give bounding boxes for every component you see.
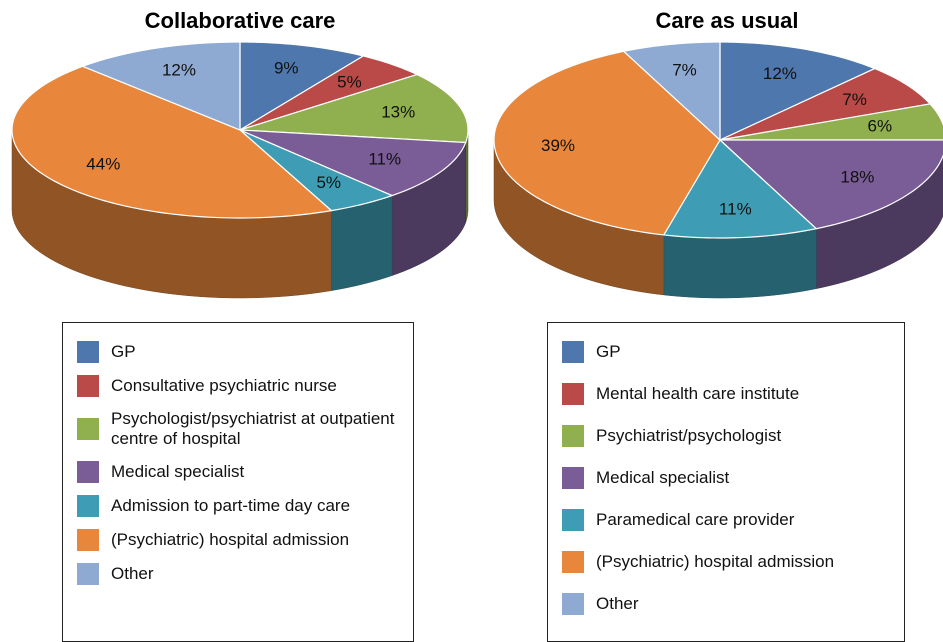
legend-label: Psychiatrist/psychologist — [596, 426, 782, 445]
pie-side — [331, 195, 393, 291]
value-label: 6% — [868, 116, 893, 135]
legend-label: GP — [596, 342, 621, 361]
pie-slice — [11, 65, 333, 219]
legend-item: Admission to part-time day care — [77, 495, 413, 517]
pie-side — [465, 129, 469, 223]
legend-swatch — [562, 425, 584, 447]
pie-slice — [719, 103, 943, 141]
value-label: 5% — [337, 72, 362, 91]
value-label: 18% — [840, 167, 874, 186]
legend-item: (Psychiatric) hospital admission — [77, 529, 413, 551]
pie-slice — [719, 41, 877, 141]
page: Collaborative care 9% 5% 13% 11% 5% 44% 12% Care… — [11, 7, 943, 642]
pie-slice — [239, 73, 469, 144]
value-label: 11% — [719, 200, 752, 219]
pie-slice — [239, 129, 467, 197]
legend-swatch — [562, 383, 584, 405]
value-label: 7% — [672, 61, 697, 80]
legend-label: Other — [596, 594, 639, 613]
pie-slice — [239, 41, 365, 132]
legend-swatch — [562, 551, 584, 573]
pie-side — [663, 228, 817, 299]
legend-swatch — [77, 563, 99, 585]
legend-label: Mental health care institute — [596, 384, 800, 403]
legend-item: GP — [562, 341, 904, 363]
pie-slice — [493, 50, 721, 236]
legend-swatch — [562, 467, 584, 489]
legend-swatch — [77, 418, 99, 440]
pie-slice — [622, 41, 721, 142]
legend-swatch — [77, 495, 99, 517]
legend-item: Mental health care institute — [562, 383, 904, 405]
legend-swatch — [77, 529, 99, 551]
legend-label: Medical specialist — [111, 462, 245, 481]
legend-item: (Psychiatric) hospital admission — [562, 551, 904, 573]
pie-slice — [239, 129, 394, 212]
legend-item: GP — [77, 341, 413, 363]
legend-label: Consultative psychiatric nurse — [111, 376, 337, 395]
legend-label: (Psychiatric) hospital admission — [111, 530, 350, 549]
legend-item: Medical specialist — [562, 467, 904, 489]
value-label: 5% — [316, 173, 341, 192]
legend-swatch — [562, 509, 584, 531]
value-label: 44% — [86, 155, 120, 174]
legend-swatch — [77, 375, 99, 397]
value-label: 39% — [541, 136, 575, 155]
legend-item: Other — [562, 593, 904, 615]
legend-label: GP — [111, 342, 136, 361]
legend-swatch — [77, 341, 99, 363]
legend: GP Mental health care institute Psychiatri… — [547, 322, 905, 642]
legend-item: Psychologist/psychiatrist at outpatient … — [77, 409, 413, 449]
value-label: 12% — [763, 64, 797, 83]
chart-title: Care as usual — [655, 8, 798, 33]
legend-item: Other — [77, 563, 413, 585]
legend-swatch — [77, 461, 99, 483]
legend: GP Consultative psychiatric nurse Psycholo… — [62, 322, 414, 642]
legend-label: (Psychiatric) hospital admission — [596, 552, 835, 571]
legend-item: Psychiatrist/psychologist — [562, 425, 904, 447]
legend-item: Paramedical care provider — [562, 509, 904, 531]
value-label: 7% — [842, 90, 867, 109]
legend-label: Psychologist/psychiatrist at outpatient … — [111, 409, 395, 448]
legend-label: Other — [111, 564, 154, 583]
pie-slice — [719, 67, 932, 141]
legend-item: Consultative psychiatric nurse — [77, 375, 413, 397]
chart: Collaborative care 9% 5% 13% 11% 5% 44% 12% Care… — [11, 8, 943, 299]
legend-label: Admission to part-time day care — [111, 496, 351, 515]
value-label: 11% — [368, 149, 401, 168]
pie-slice — [80, 41, 241, 131]
legend-swatch — [562, 341, 584, 363]
legend-label: Medical specialist — [596, 468, 730, 487]
value-label: 13% — [381, 103, 415, 122]
pie-slice — [662, 139, 818, 239]
legend-swatch — [562, 593, 584, 615]
pie-slice — [239, 55, 419, 131]
chart-title: Collaborative care — [145, 8, 336, 33]
legend-item: Medical specialist — [77, 461, 413, 483]
value-label: 9% — [274, 59, 299, 78]
legend-label: Paramedical care provider — [596, 510, 795, 529]
value-label: 12% — [162, 61, 196, 80]
